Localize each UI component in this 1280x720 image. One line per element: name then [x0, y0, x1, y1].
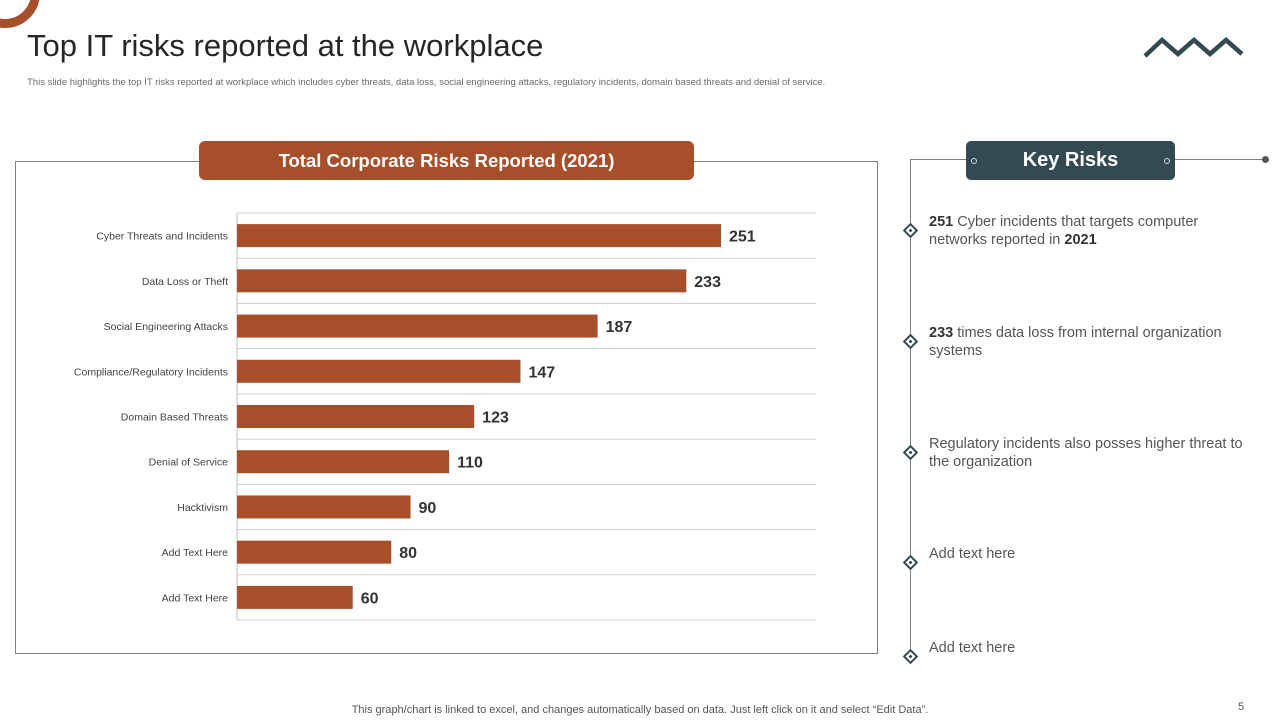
key-risk-highlight: 2021: [1064, 232, 1097, 248]
timeline-marker-icon: [902, 554, 919, 571]
key-risk-item: Add text here: [929, 639, 1249, 657]
timeline-marker-icon: [902, 333, 919, 350]
key-risk-text: Add text here: [929, 546, 1016, 562]
key-risk-item: Add text here: [929, 545, 1249, 563]
key-risk-text: Add text here: [929, 640, 1016, 656]
footer-note: This graph/chart is linked to excel, and…: [351, 704, 929, 716]
timeline-marker-icon: [902, 222, 919, 239]
key-risks-title: Key Risks: [1022, 149, 1119, 171]
header-left-dot: [971, 158, 977, 164]
corner-decoration: [0, 0, 40, 28]
key-risk-highlight: 251: [929, 214, 954, 230]
key-risk-text: Regulatory incidents also posses higher …: [929, 436, 1243, 470]
chart-title: Total Corporate Risks Reported (2021): [199, 141, 694, 180]
header-right-dot: [1164, 158, 1170, 164]
page-number: 5: [1238, 701, 1245, 713]
key-risk-text: times data loss from internal organizati…: [929, 325, 1222, 359]
key-risk-item: Regulatory incidents also posses higher …: [929, 435, 1249, 471]
connector-end-dot: [1262, 156, 1269, 163]
key-risks-timeline: [910, 160, 911, 650]
page-title: Top IT risks reported at the workplace: [27, 28, 544, 63]
timeline-marker-icon: [902, 444, 919, 461]
zigzag-icon: [1143, 36, 1244, 58]
key-risks-header: Key Risks: [966, 141, 1175, 180]
key-risk-item: 233 times data loss from internal organi…: [929, 324, 1249, 360]
chart-frame: [15, 161, 878, 654]
key-risk-text: Cyber incidents that targets computer ne…: [929, 214, 1199, 248]
page-subtitle: This slide highlights the top IT risks r…: [27, 77, 826, 88]
key-risk-highlight: 233: [929, 325, 954, 341]
key-risk-item: 251 Cyber incidents that targets compute…: [929, 213, 1249, 249]
timeline-marker-icon: [902, 648, 919, 665]
